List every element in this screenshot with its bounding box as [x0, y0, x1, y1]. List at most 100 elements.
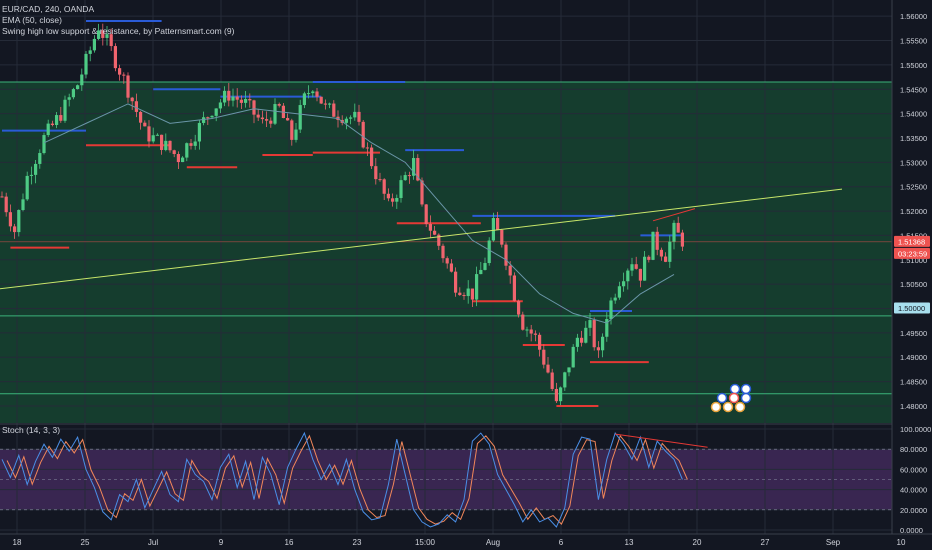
ema-label[interactable]: EMA (50, close) — [2, 15, 62, 25]
candle-body — [67, 97, 71, 100]
candle-body — [596, 347, 600, 351]
candle-body — [554, 388, 558, 402]
candle-body — [92, 38, 96, 51]
candle-body — [655, 231, 659, 250]
candle-body — [122, 74, 126, 76]
candle-body — [542, 349, 546, 365]
event-marker — [729, 383, 741, 395]
candle-body — [113, 46, 117, 69]
candle-body — [101, 30, 105, 38]
candle-body — [193, 141, 197, 146]
candle-body — [143, 122, 147, 127]
candle-body — [546, 364, 550, 373]
candle-body — [622, 281, 626, 287]
stoch-label[interactable]: Stoch (14, 3, 3) — [2, 425, 61, 435]
stoch-tick-label: 100.0000 — [900, 425, 931, 434]
price-tick-label: 1.53000 — [900, 158, 927, 167]
price-tick-label: 1.52500 — [900, 183, 927, 192]
candle-body — [8, 212, 12, 227]
stoch-legend: Stoch (14, 3, 3) — [2, 425, 60, 436]
candle-body — [533, 333, 537, 335]
candle-body — [500, 229, 504, 245]
candle-body — [525, 329, 529, 331]
candle-body — [357, 111, 361, 122]
event-marker — [740, 383, 752, 395]
candle-body — [437, 234, 441, 246]
trendline — [0, 188, 843, 290]
candle-body — [550, 372, 554, 389]
price-tick-label: 1.54000 — [900, 110, 927, 119]
candle-body — [521, 314, 525, 330]
candle-body — [584, 327, 588, 343]
candle-body — [449, 263, 453, 272]
price-axis-bg — [892, 0, 932, 550]
price-tick-label: 1.51000 — [900, 256, 927, 265]
candle-body — [168, 140, 172, 151]
price-tick-label: 1.49500 — [900, 329, 927, 338]
candle-body — [626, 270, 630, 282]
candle-body — [323, 103, 327, 105]
candle-body — [46, 123, 50, 136]
price-tick-label: 1.55000 — [900, 61, 927, 70]
stoch-tick-label: 0.0000 — [900, 526, 923, 535]
candle-body — [433, 230, 437, 235]
candle-body — [223, 90, 227, 103]
candle-body — [508, 265, 512, 276]
time-tick-label: 13 — [625, 538, 634, 547]
candle-body — [332, 103, 336, 117]
candle-body — [395, 197, 399, 202]
event-marker — [716, 392, 728, 404]
candle-body — [559, 387, 563, 402]
stoch-tick-label: 20.0000 — [900, 506, 927, 515]
time-axis-bg — [0, 534, 932, 550]
event-marker — [740, 392, 752, 404]
candle-body — [273, 104, 277, 124]
candle-body — [630, 264, 634, 271]
indicator-label[interactable]: Swing high low support & resistance, by … — [2, 26, 235, 36]
candle-body — [71, 89, 75, 98]
candle-body — [672, 222, 676, 242]
candle-body — [139, 111, 143, 123]
candle-body — [386, 193, 390, 199]
stoch-tick-label: 80.0000 — [900, 445, 927, 454]
candle-body — [265, 119, 269, 121]
candle-body — [370, 147, 374, 167]
candle-body — [470, 288, 474, 300]
candle-body — [231, 96, 235, 101]
candle-body — [399, 180, 403, 198]
candle-body — [563, 372, 567, 388]
candle-body — [567, 367, 571, 373]
candle-body — [659, 249, 663, 257]
candle-body — [227, 90, 231, 101]
candle-body — [210, 115, 214, 118]
candle-body — [235, 96, 239, 100]
candle-body — [109, 34, 113, 47]
candle-body — [63, 99, 67, 121]
time-tick-label: 25 — [81, 538, 90, 547]
time-tick-label: Aug — [486, 538, 500, 547]
time-tick-label: 16 — [285, 538, 294, 547]
candle-body — [344, 118, 348, 123]
candle-body — [88, 50, 92, 54]
candle-body — [407, 175, 411, 177]
candle-body — [172, 150, 176, 155]
symbol-label[interactable]: EUR/CAD, 240, OANDA — [2, 4, 95, 14]
candle-body — [185, 143, 189, 158]
candle-body — [588, 320, 592, 328]
candle-body — [130, 97, 134, 102]
candle-body — [29, 174, 33, 176]
candle-body — [294, 129, 298, 140]
candle-body — [466, 288, 470, 297]
candle-body — [17, 210, 21, 233]
time-tick-label: 20 — [693, 538, 702, 547]
candle-body — [454, 271, 458, 293]
candle-body — [496, 218, 500, 230]
candle-body — [0, 196, 4, 198]
time-tick-label: 27 — [761, 538, 770, 547]
candle-body — [428, 223, 432, 231]
candle-body — [277, 104, 281, 106]
candle-body — [328, 103, 332, 105]
candle-body — [42, 135, 46, 154]
